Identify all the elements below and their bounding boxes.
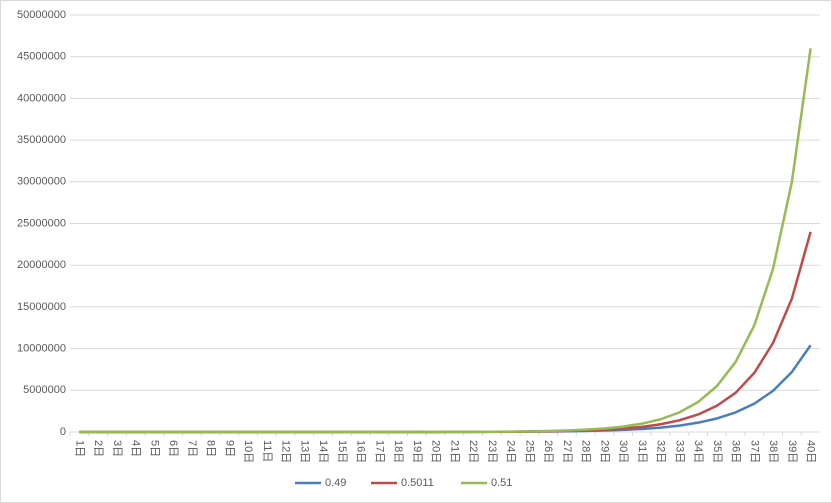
x-tick-label: 37日: [748, 440, 760, 463]
x-tick-label: 12日: [280, 440, 292, 463]
x-tick-label: 19日: [411, 440, 423, 463]
x-tick-label: 13日: [298, 440, 310, 463]
x-tick-label: 14日: [317, 440, 329, 463]
series-line: [79, 48, 812, 434]
x-tick-label: 8日: [205, 440, 217, 457]
x-tick-label: 1日: [73, 440, 85, 457]
x-tick-label: 11日: [261, 440, 273, 462]
y-tick-label: 5000000: [23, 384, 66, 396]
x-tick-label: 7日: [186, 440, 198, 457]
x-tick-label: 22日: [467, 440, 479, 463]
legend-label: 0.5011: [401, 477, 434, 489]
x-tick-label: 35日: [711, 440, 723, 463]
x-tick-label: 24日: [505, 440, 517, 463]
x-tick-label: 23日: [486, 440, 498, 463]
x-tick-label: 26日: [542, 440, 554, 463]
x-tick-label: 15日: [336, 440, 348, 463]
x-tick-label: 2日: [92, 440, 104, 457]
x-tick-label: 17日: [373, 440, 385, 463]
x-tick-label: 4日: [130, 440, 142, 457]
legend-label: 0.49: [325, 477, 346, 489]
y-tick-label: 10000000: [17, 343, 66, 355]
x-tick-label: 40日: [805, 440, 817, 463]
x-tick-label: 5日: [148, 440, 160, 457]
x-tick-label: 39日: [786, 440, 798, 463]
y-tick-label: 35000000: [17, 134, 66, 146]
x-tick-label: 31日: [636, 440, 648, 463]
x-tick-label: 10日: [242, 440, 254, 463]
x-tick-label: 21日: [448, 440, 460, 463]
x-tick-label: 18日: [392, 440, 404, 463]
x-tick-label: 9日: [223, 440, 235, 457]
y-tick-label: 45000000: [17, 51, 66, 63]
y-tick-label: 0: [60, 426, 66, 438]
x-tick-label: 32日: [655, 440, 667, 463]
x-tick-label: 34日: [692, 440, 704, 463]
y-tick-label: 25000000: [17, 217, 66, 229]
x-tick-label: 38日: [767, 440, 779, 463]
y-tick-label: 50000000: [17, 9, 66, 21]
x-tick-label: 27日: [561, 440, 573, 463]
y-tick-label: 40000000: [17, 92, 66, 104]
x-tick-label: 33日: [673, 440, 685, 463]
x-tick-label: 29日: [598, 440, 610, 463]
x-tick-label: 20日: [430, 440, 442, 463]
x-tick-label: 36日: [730, 440, 742, 463]
y-tick-label: 15000000: [17, 301, 66, 313]
x-tick-label: 3日: [111, 440, 123, 457]
legend-label: 0.51: [491, 477, 512, 489]
x-tick-label: 25日: [523, 440, 535, 463]
y-tick-label: 30000000: [17, 176, 66, 188]
x-tick-label: 30日: [617, 440, 629, 463]
x-tick-label: 6日: [167, 440, 179, 457]
x-tick-label: 28日: [580, 440, 592, 463]
x-tick-label: 16日: [355, 440, 367, 463]
y-tick-label: 20000000: [17, 259, 66, 271]
